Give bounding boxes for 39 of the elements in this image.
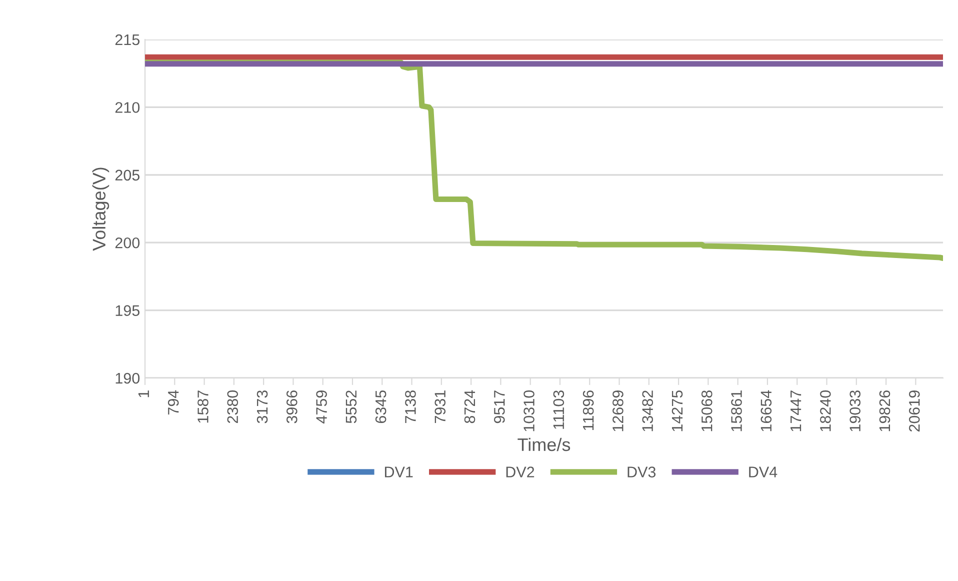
x-tick-label: 15068 — [701, 390, 712, 432]
legend-label: DV3 — [628, 466, 656, 478]
y-tick-label: 200 — [115, 237, 140, 248]
x-tick-label: 14275 — [672, 390, 683, 432]
x-tick-label: 3966 — [286, 390, 298, 424]
x-tick-label: 19033 — [850, 390, 860, 432]
x-tick-label: 7931 — [434, 390, 446, 424]
x-axis-title: Time/s — [518, 438, 570, 452]
legend-label: DV4 — [749, 466, 778, 478]
y-tick-label: 195 — [116, 305, 140, 316]
x-tick-label: 6345 — [375, 390, 386, 424]
x-tick-label: 794 — [168, 390, 179, 415]
y-tick-label: 205 — [115, 170, 140, 181]
x-tick-label: 8724 — [464, 390, 476, 424]
x-tick-label: 19826 — [879, 390, 890, 432]
x-tick-label: 12689 — [612, 390, 624, 432]
x-tick-label: 7138 — [405, 390, 416, 424]
x-tick-label: 16654 — [760, 390, 772, 432]
legend-label: DV2 — [506, 466, 534, 478]
x-tick-label: 5552 — [346, 390, 357, 424]
x-tick-label: 3173 — [256, 390, 268, 424]
x-tick-label: 20619 — [908, 390, 920, 432]
x-tick-label: 9517 — [494, 390, 505, 424]
x-tick-label: 1 — [138, 390, 149, 398]
x-tick-label: 1587 — [198, 390, 208, 423]
x-tick-label: 4759 — [316, 390, 327, 424]
y-tick-label: 215 — [115, 34, 140, 46]
legend-label: DV1 — [384, 466, 413, 478]
x-tick-label: 10310 — [524, 390, 534, 432]
x-tick-label: 13482 — [642, 390, 654, 432]
x-tick-label: 11896 — [582, 390, 594, 430]
y-tick-label: 190 — [116, 372, 140, 384]
y-tick-label: 210 — [115, 102, 140, 113]
x-tick-label: 15861 — [731, 390, 742, 432]
x-tick-label: 2380 — [227, 390, 238, 424]
x-tick-label: 18240 — [820, 390, 831, 432]
x-tick-label: 17447 — [790, 390, 802, 432]
x-tick-label: 11103 — [553, 390, 564, 429]
y-axis-title: Voltage(V) — [92, 168, 110, 251]
